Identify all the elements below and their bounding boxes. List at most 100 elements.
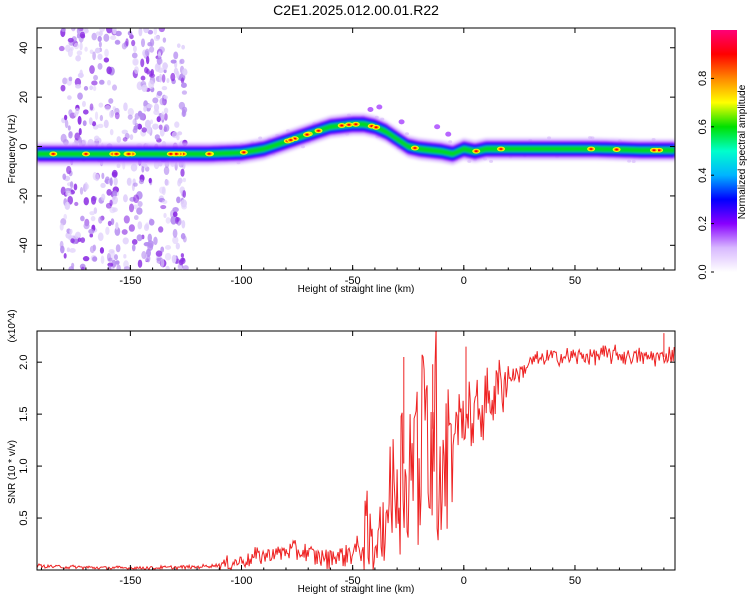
noise-speckle xyxy=(75,107,80,115)
y-tick-label: -20 xyxy=(18,188,30,204)
noise-speckle xyxy=(178,266,183,270)
noise-speckle xyxy=(182,177,187,183)
noise-speckle xyxy=(161,85,168,91)
noise-speckle xyxy=(109,199,113,207)
noise-speckle xyxy=(84,28,89,33)
ridge-hotspot-red xyxy=(84,153,88,155)
x-tick-label: 0 xyxy=(461,275,467,287)
noise-speckle xyxy=(66,247,71,253)
noise-speckle xyxy=(178,101,186,110)
noise-speckle xyxy=(91,80,98,86)
noise-speckle xyxy=(175,216,179,225)
noise-speckle xyxy=(127,108,134,117)
noise-speckle xyxy=(136,234,143,242)
noise-speckle xyxy=(181,44,185,50)
noise-speckle xyxy=(170,216,177,225)
noise-speckle xyxy=(141,251,147,260)
noise-speckle xyxy=(83,86,89,91)
noise-speckle xyxy=(175,242,180,250)
ridge-hotspot-red xyxy=(207,153,211,155)
x-tick-label: -150 xyxy=(119,275,141,287)
noise-speckle xyxy=(81,100,86,108)
noise-speckle xyxy=(115,260,120,265)
noise-speckle xyxy=(182,68,188,76)
ridge-hotspot-red xyxy=(615,148,619,151)
ridge-hotspot-red xyxy=(305,133,309,136)
noise-speckle xyxy=(158,124,163,130)
noise-speckle xyxy=(149,46,155,53)
noise-speckle xyxy=(79,69,83,79)
noise-speckle xyxy=(69,247,76,253)
noise-speckle xyxy=(63,213,67,220)
noise-speckle xyxy=(97,35,102,42)
noise-speckle xyxy=(100,182,106,189)
noise-speckle xyxy=(154,134,160,141)
y-tick-label: 0 xyxy=(18,143,30,149)
noise-speckle xyxy=(92,85,97,92)
snr-panel: -150 -100 -50 0 50 0.5 1.0 1.5 2.0 Height of st… xyxy=(7,309,676,595)
colorbar-strip xyxy=(711,30,737,272)
noise-speckle xyxy=(123,253,127,259)
noise-speckle xyxy=(163,166,170,175)
x-tick-label: 50 xyxy=(569,275,581,287)
noise-speckle xyxy=(94,47,101,54)
ridge-hotspot-red xyxy=(317,129,320,132)
noise-speckle xyxy=(132,127,138,134)
noise-speckle xyxy=(152,123,159,130)
noise-speckle xyxy=(137,221,143,230)
noise-speckle xyxy=(161,74,166,83)
noise-speckle xyxy=(181,90,188,95)
noise-speckle xyxy=(92,256,98,262)
ridge-hotspot-red xyxy=(499,148,503,150)
noise-speckle xyxy=(125,38,129,47)
noise-speckle xyxy=(80,266,85,270)
noise-speckle xyxy=(134,112,140,120)
spectrogram-y-ticks: -40 -20 0 20 40 xyxy=(18,42,675,253)
noise-speckle xyxy=(134,122,139,128)
noise-speckle xyxy=(138,28,143,37)
ridge-halo-speckle xyxy=(489,159,494,163)
colorbar-tick-label: 0.0 xyxy=(697,264,709,279)
noise-speckle xyxy=(67,125,71,131)
noise-speckle xyxy=(91,195,97,205)
noise-speckle xyxy=(145,55,150,65)
noise-speckle xyxy=(128,224,135,232)
noise-speckle xyxy=(88,228,95,235)
noise-speckle xyxy=(69,181,74,189)
noise-speckle xyxy=(158,46,165,54)
noise-speckle xyxy=(91,32,98,41)
noise-speckle xyxy=(64,114,68,121)
noise-speckle xyxy=(146,103,153,109)
y-tick-label: -40 xyxy=(18,237,30,253)
noise-speckle xyxy=(115,30,122,37)
noise-speckle xyxy=(146,68,150,75)
noise-speckle xyxy=(158,28,166,33)
noise-speckle xyxy=(131,39,136,47)
ridge-side-blob xyxy=(376,104,383,110)
noise-speckle xyxy=(98,41,102,48)
noise-speckle xyxy=(79,31,86,39)
noise-speckle xyxy=(115,244,121,253)
noise-speckle xyxy=(170,59,177,64)
noise-speckle xyxy=(79,41,83,51)
noise-speckle xyxy=(106,189,112,196)
snr-x-label: Height of straight line (km) xyxy=(298,584,415,595)
noise-speckle xyxy=(143,28,150,34)
noise-speckle xyxy=(133,182,138,187)
noise-speckle xyxy=(97,123,104,129)
noise-speckle xyxy=(140,38,146,48)
noise-speckle xyxy=(84,181,88,191)
noise-speckle xyxy=(153,35,161,41)
noise-speckle xyxy=(71,28,75,32)
ridge-band-green xyxy=(37,121,675,157)
noise-speckle xyxy=(113,177,118,186)
noise-speckle xyxy=(127,30,133,36)
noise-speckle xyxy=(160,246,165,253)
noise-speckle xyxy=(68,109,73,117)
noise-speckle xyxy=(93,135,100,142)
noise-speckle xyxy=(171,131,179,139)
ridge-hotspot-red xyxy=(589,148,593,150)
noise-speckle xyxy=(131,239,138,245)
snr-y-multiplier: (x10^4) xyxy=(7,309,18,342)
